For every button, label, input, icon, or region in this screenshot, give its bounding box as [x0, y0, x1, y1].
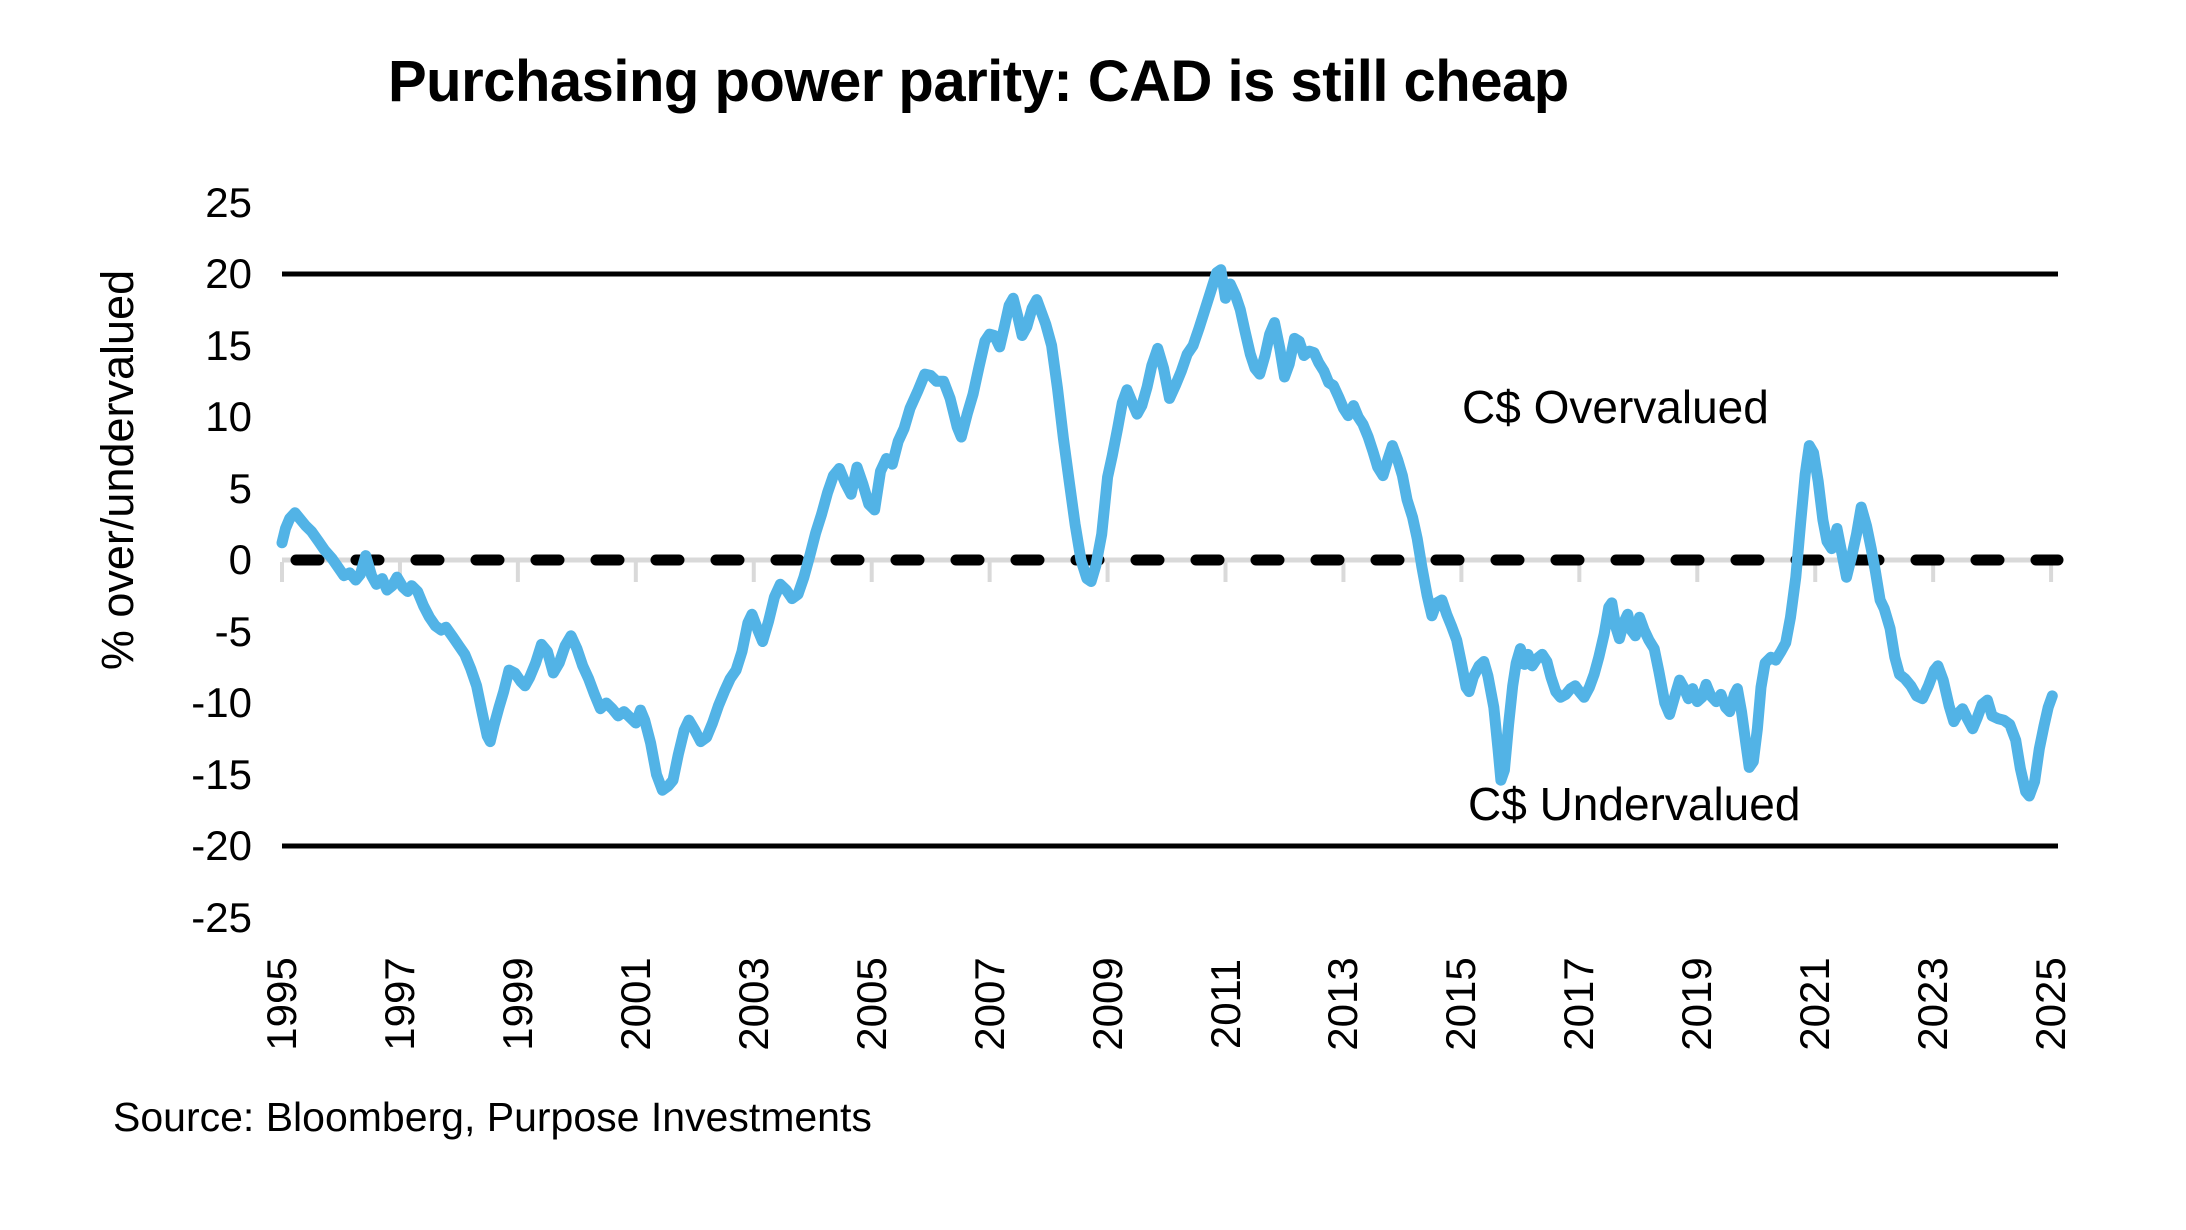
- x-tick-label-1995: 1995: [258, 957, 305, 1051]
- ppp-series-line: [276, 264, 2058, 802]
- annotation-overvalued: C$ Overvalued: [1462, 381, 1769, 433]
- x-tick-label-2005: 2005: [847, 957, 895, 1051]
- source-note: Source: Bloomberg, Purpose Investments: [113, 1094, 872, 1140]
- x-tick-label-2013: 2013: [1319, 957, 1367, 1051]
- annotation-undervalued: C$ Undervalued: [1468, 778, 1801, 830]
- x-tick-label-2001: 2001: [611, 957, 659, 1051]
- y-tick-label-15: 15: [205, 321, 252, 369]
- y-tick-label--10: -10: [191, 679, 252, 726]
- x-tick-label-2009: 2009: [1083, 957, 1131, 1051]
- x-tick-label-2011: 2011: [1201, 958, 1249, 1050]
- x-tick-label-2025: 2025: [2027, 957, 2075, 1051]
- y-tick-label--5: -5: [214, 607, 252, 655]
- x-tick-label-2007: 2007: [965, 957, 1013, 1051]
- y-tick-label-25: 25: [205, 178, 252, 226]
- x-tick-label-1999: 1999: [493, 957, 541, 1051]
- y-tick-label--20: -20: [191, 822, 252, 869]
- x-tick-label-2019: 2019: [1673, 957, 1721, 1051]
- x-tick-label-2017: 2017: [1555, 957, 1603, 1051]
- chart-title: Purchasing power parity: CAD is still ch…: [388, 49, 1569, 114]
- y-tick-label-0: 0: [228, 536, 252, 583]
- x-tick-label-2015: 2015: [1437, 957, 1485, 1051]
- y-tick-label--25: -25: [191, 893, 252, 941]
- y-tick-label--15: -15: [191, 750, 252, 798]
- y-tick-label-10: 10: [205, 393, 252, 440]
- x-tick-label-2023: 2023: [1909, 957, 1957, 1051]
- x-tick-label-1997: 1997: [375, 957, 423, 1051]
- y-tick-label-5: 5: [228, 464, 252, 512]
- x-tick-label-2021: 2021: [1791, 957, 1839, 1051]
- y-tick-label-20: 20: [205, 250, 252, 297]
- x-tick-label-2003: 2003: [729, 957, 777, 1051]
